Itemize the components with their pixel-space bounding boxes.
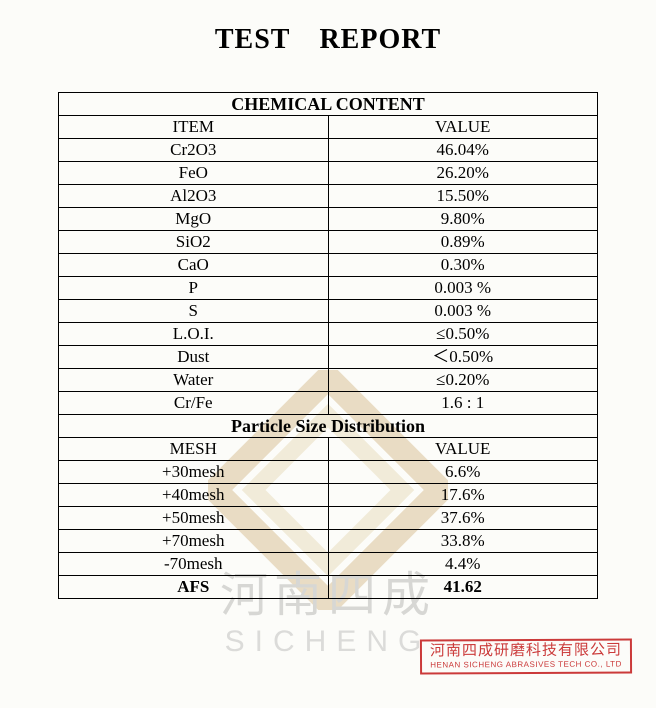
chemical-col-value: VALUE bbox=[328, 116, 598, 139]
chemical-col-item: ITEM bbox=[59, 116, 329, 139]
chemical-heading: CHEMICAL CONTENT bbox=[59, 93, 598, 116]
chemical-row-item: SiO2 bbox=[59, 231, 329, 254]
report-table: CHEMICAL CONTENT ITEM VALUE Cr2O346.04%F… bbox=[58, 92, 598, 599]
particle-row-item: -70mesh bbox=[59, 553, 329, 576]
afs-label: AFS bbox=[59, 576, 329, 599]
chemical-row-item: S bbox=[59, 300, 329, 323]
stamp-cn: 河南四成研磨科技有限公司 bbox=[430, 642, 622, 660]
chemical-row-item: L.O.I. bbox=[59, 323, 329, 346]
particle-row-value: 37.6% bbox=[328, 507, 598, 530]
particle-col-value: VALUE bbox=[328, 438, 598, 461]
chemical-row-item: CaO bbox=[59, 254, 329, 277]
particle-row-item: +40mesh bbox=[59, 484, 329, 507]
chemical-row-item: Al2O3 bbox=[59, 185, 329, 208]
chemical-row-item: P bbox=[59, 277, 329, 300]
chemical-row-value: ≤0.20% bbox=[328, 369, 598, 392]
particle-row-item: +30mesh bbox=[59, 461, 329, 484]
particle-row-item: +70mesh bbox=[59, 530, 329, 553]
chemical-row-value: ＜0.50% bbox=[328, 346, 598, 369]
company-stamp: 河南四成研磨科技有限公司 HENAN SICHENG ABRASIVES TEC… bbox=[420, 638, 632, 675]
chemical-row-item: Water bbox=[59, 369, 329, 392]
chemical-row-value: 0.30% bbox=[328, 254, 598, 277]
chemical-row-value: 9.80% bbox=[328, 208, 598, 231]
stamp-en: HENAN SICHENG ABRASIVES TECH CO., LTD bbox=[430, 659, 622, 669]
chemical-row-value: 46.04% bbox=[328, 139, 598, 162]
particle-row-value: 4.4% bbox=[328, 553, 598, 576]
chemical-row-item: Dust bbox=[59, 346, 329, 369]
chemical-row-item: Cr/Fe bbox=[59, 392, 329, 415]
chemical-row-value: 0.003 % bbox=[328, 277, 598, 300]
particle-row-value: 17.6% bbox=[328, 484, 598, 507]
particle-col-mesh: MESH bbox=[59, 438, 329, 461]
chemical-row-item: MgO bbox=[59, 208, 329, 231]
report-title: TEST REPORT bbox=[0, 0, 656, 92]
chemical-row-value: 15.50% bbox=[328, 185, 598, 208]
chemical-row-value: 0.003 % bbox=[328, 300, 598, 323]
chemical-row-value: 1.6 : 1 bbox=[328, 392, 598, 415]
chemical-row-value: 26.20% bbox=[328, 162, 598, 185]
particle-row-item: +50mesh bbox=[59, 507, 329, 530]
particle-row-value: 33.8% bbox=[328, 530, 598, 553]
chemical-row-value: ≤0.50% bbox=[328, 323, 598, 346]
chemical-row-item: Cr2O3 bbox=[59, 139, 329, 162]
particle-row-value: 6.6% bbox=[328, 461, 598, 484]
afs-value: 41.62 bbox=[328, 576, 598, 599]
watermark-en: SICHENG bbox=[208, 625, 448, 659]
chemical-row-value: 0.89% bbox=[328, 231, 598, 254]
particle-heading: Particle Size Distribution bbox=[59, 415, 598, 438]
chemical-row-item: FeO bbox=[59, 162, 329, 185]
